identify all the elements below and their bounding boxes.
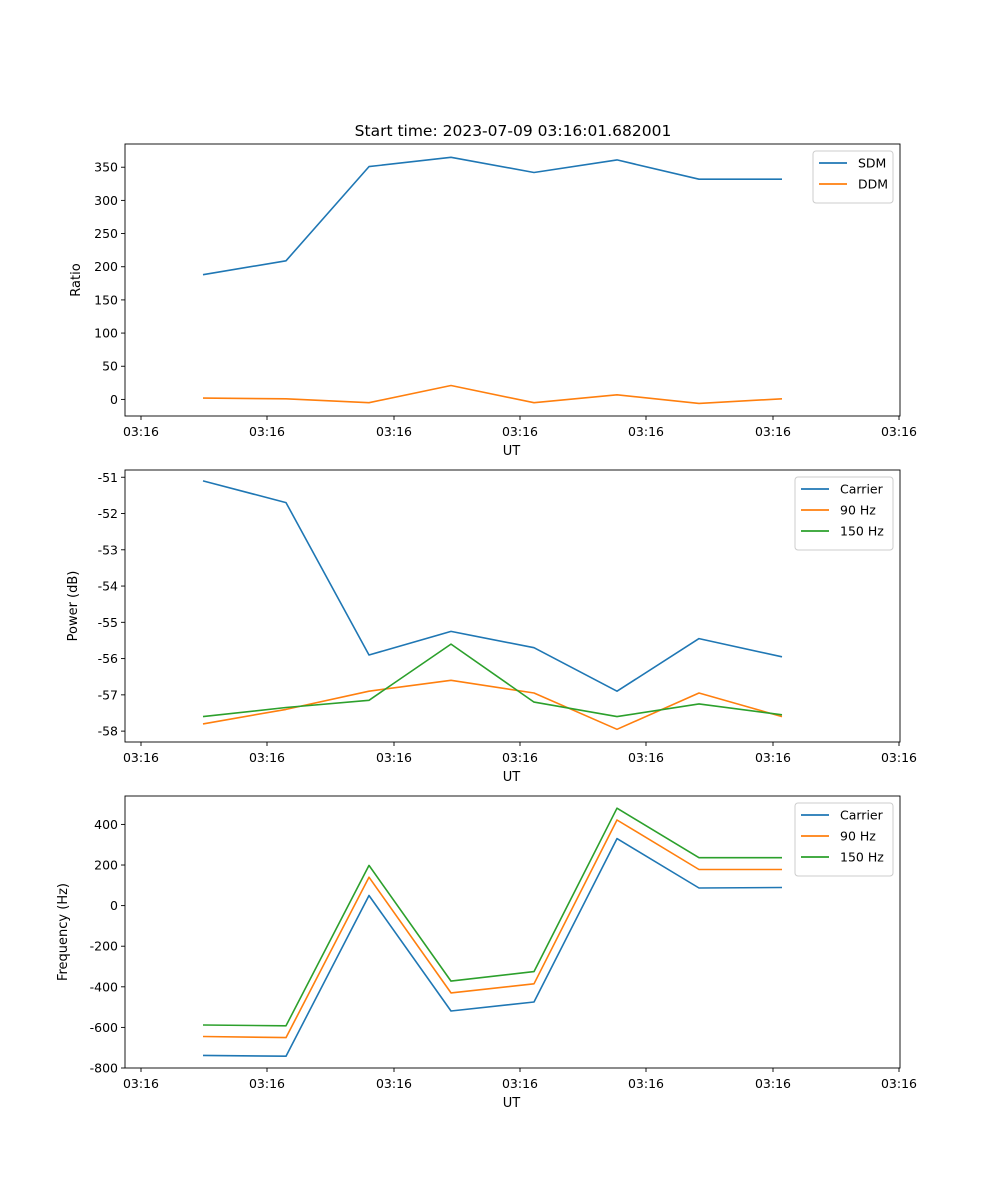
legend-label: Carrier xyxy=(840,808,884,823)
axes-frame xyxy=(124,469,901,743)
legend-label: Carrier xyxy=(840,482,884,497)
x-tick-label: 03:16 xyxy=(755,424,791,439)
x-tick-label: 03:16 xyxy=(502,750,538,765)
y-tick-label: 200 xyxy=(94,858,118,873)
x-tick-label: 03:16 xyxy=(123,750,159,765)
x-tick-label: 03:16 xyxy=(376,1076,412,1091)
y-tick-label: 300 xyxy=(94,193,118,208)
legend-label: 150 Hz xyxy=(840,850,884,865)
y-tick-label: -53 xyxy=(98,542,118,557)
y-tick-label: -57 xyxy=(98,687,118,702)
y-tick-label: -600 xyxy=(90,1020,118,1035)
legend-label: 90 Hz xyxy=(840,829,876,844)
series-line-150-hz xyxy=(202,643,783,718)
x-tick-label: 03:16 xyxy=(628,750,664,765)
x-tick-label: 03:16 xyxy=(376,424,412,439)
y-tick-label: -400 xyxy=(90,979,118,994)
axes-frame xyxy=(124,795,901,1069)
legend: SDM DDM xyxy=(812,150,894,204)
x-tick-label: 03:16 xyxy=(628,1076,664,1091)
y-tick-label: -55 xyxy=(98,615,118,630)
y-tick-label: 200 xyxy=(94,259,118,274)
series-line-90-hz xyxy=(202,819,782,1039)
y-axis-label: Frequency (Hz) xyxy=(56,883,71,981)
legend-label: SDM xyxy=(858,156,886,171)
figure-title: Start time: 2023-07-09 03:16:01.682001 xyxy=(355,122,672,140)
legend-box xyxy=(812,150,894,204)
y-tick-label: 50 xyxy=(102,359,118,374)
y-tick-label: 400 xyxy=(94,817,118,832)
x-tick-label: 03:16 xyxy=(249,750,285,765)
legend-label: 150 Hz xyxy=(840,524,884,539)
y-tick-label: 250 xyxy=(94,226,118,241)
x-tick-label: 03:16 xyxy=(123,1076,159,1091)
x-tick-label: 03:16 xyxy=(502,1076,538,1091)
y-tick-label: 0 xyxy=(110,392,118,407)
subplot-2: -51 -52 -53 -54 -55 -56 -57 -58 03:16 03:16 03:16 0… xyxy=(66,469,917,785)
y-tick-label: 0 xyxy=(110,898,118,913)
x-tick-label: 03:16 xyxy=(628,424,664,439)
y-tick-label: -200 xyxy=(90,939,118,954)
x-tick-label: 03:16 xyxy=(755,750,791,765)
series-line-150-hz xyxy=(202,807,782,1027)
x-tick-label: 03:16 xyxy=(881,424,917,439)
y-tick-label: 150 xyxy=(94,292,118,307)
subplot-1: 0 50 100 150 200 250 300 350 03:16 03:16 03:16 03:1… xyxy=(69,143,917,459)
series-line-carrier xyxy=(202,837,783,1057)
y-tick-label: 100 xyxy=(94,326,118,341)
x-tick-label: 03:16 xyxy=(881,1076,917,1091)
x-tick-label: 03:16 xyxy=(881,750,917,765)
y-tick-label: 350 xyxy=(94,160,118,175)
x-tick-label: 03:16 xyxy=(755,1076,791,1091)
series-line-ddm xyxy=(202,384,783,405)
legend: Carrier 90 Hz 150 Hz xyxy=(794,476,894,551)
x-axis-label: UT xyxy=(503,444,521,459)
legend-label: 90 Hz xyxy=(840,503,876,518)
y-axis-label: Ratio xyxy=(69,263,84,296)
y-axis-label: Power (dB) xyxy=(66,571,81,642)
x-tick-label: 03:16 xyxy=(123,424,159,439)
axes-frame xyxy=(124,143,901,417)
y-tick-label: -800 xyxy=(90,1061,118,1076)
subplot-3: 400 200 0 -200 -400 -600 -800 03:16 03:16 03:16 03… xyxy=(56,795,917,1111)
x-tick-label: 03:16 xyxy=(249,1076,285,1091)
x-tick-label: 03:16 xyxy=(502,424,538,439)
y-tick-label: -54 xyxy=(98,579,118,594)
y-tick-label: -58 xyxy=(98,724,118,739)
y-tick-label: -52 xyxy=(98,506,118,521)
y-tick-label: -56 xyxy=(98,651,118,666)
x-axis-label: UT xyxy=(503,1096,521,1111)
series-line-carrier xyxy=(202,480,783,693)
x-tick-label: 03:16 xyxy=(249,424,285,439)
x-tick-label: 03:16 xyxy=(376,750,412,765)
x-axis-label: UT xyxy=(503,770,521,785)
series-line-sdm xyxy=(202,156,782,276)
y-tick-label: -51 xyxy=(98,470,118,485)
legend-label: DDM xyxy=(858,177,888,192)
legend: Carrier 90 Hz 150 Hz xyxy=(794,802,894,877)
